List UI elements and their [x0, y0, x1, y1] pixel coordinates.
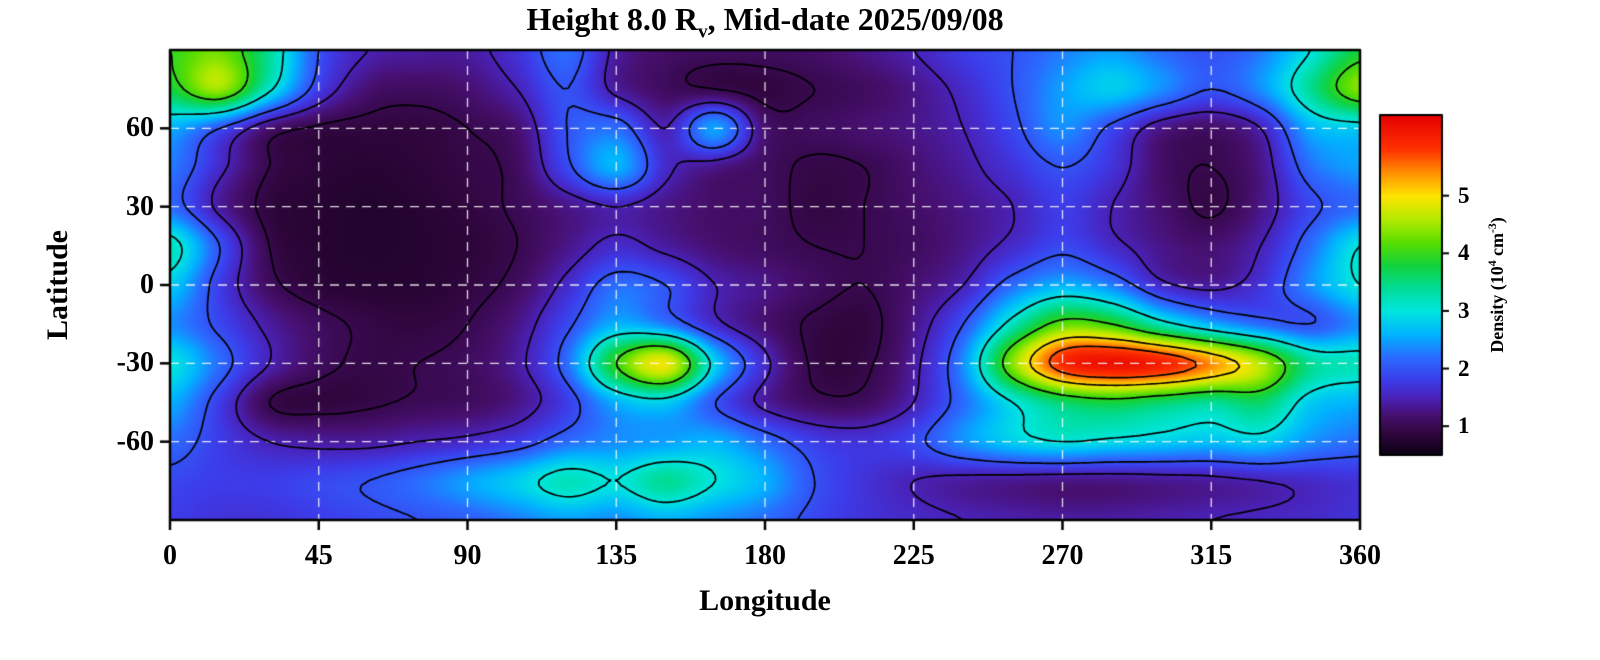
- colorbar-label: Density (104 cm-3): [1486, 217, 1507, 353]
- chart-title-subscript: v: [697, 21, 708, 43]
- colorbar-tick-label: 5: [1458, 182, 1470, 208]
- x-axis-label: Longitude: [699, 584, 831, 617]
- colorbar-tick-label: 4: [1458, 240, 1470, 266]
- x-tick-label: 135: [595, 540, 638, 571]
- x-tick-label: 180: [744, 540, 786, 571]
- y-axis-label: Latitude: [41, 229, 74, 341]
- chart-title: Height 8.0 Rv, Mid-date 2025/09/08: [526, 1, 1003, 43]
- x-tick-label: 270: [1041, 540, 1084, 571]
- y-tick-label: -60: [116, 425, 154, 457]
- chart-title-text: Height 8.0 R: [526, 1, 698, 37]
- x-tick-label: 315: [1190, 540, 1233, 571]
- y-tick-label: 0: [140, 269, 154, 300]
- x-tick-label: 90: [453, 540, 482, 571]
- colorbar-tick-label: 3: [1458, 297, 1470, 323]
- colorbar-tick-label: 1: [1458, 413, 1470, 439]
- x-tick-label: 45: [304, 540, 333, 571]
- x-tick-label: 225: [892, 540, 935, 571]
- colorbar-tick-label: 2: [1458, 355, 1470, 381]
- x-tick-label: 360: [1339, 540, 1381, 571]
- colorbar: [1380, 115, 1442, 455]
- chart-title-suffix: , Mid-date 2025/09/08: [707, 1, 1004, 37]
- y-tick-label: -30: [116, 347, 154, 379]
- y-tick-label: 60: [126, 112, 154, 144]
- x-tick-label: 0: [163, 540, 177, 571]
- y-tick-label: 30: [126, 190, 154, 222]
- map-plot-area: [170, 50, 1360, 520]
